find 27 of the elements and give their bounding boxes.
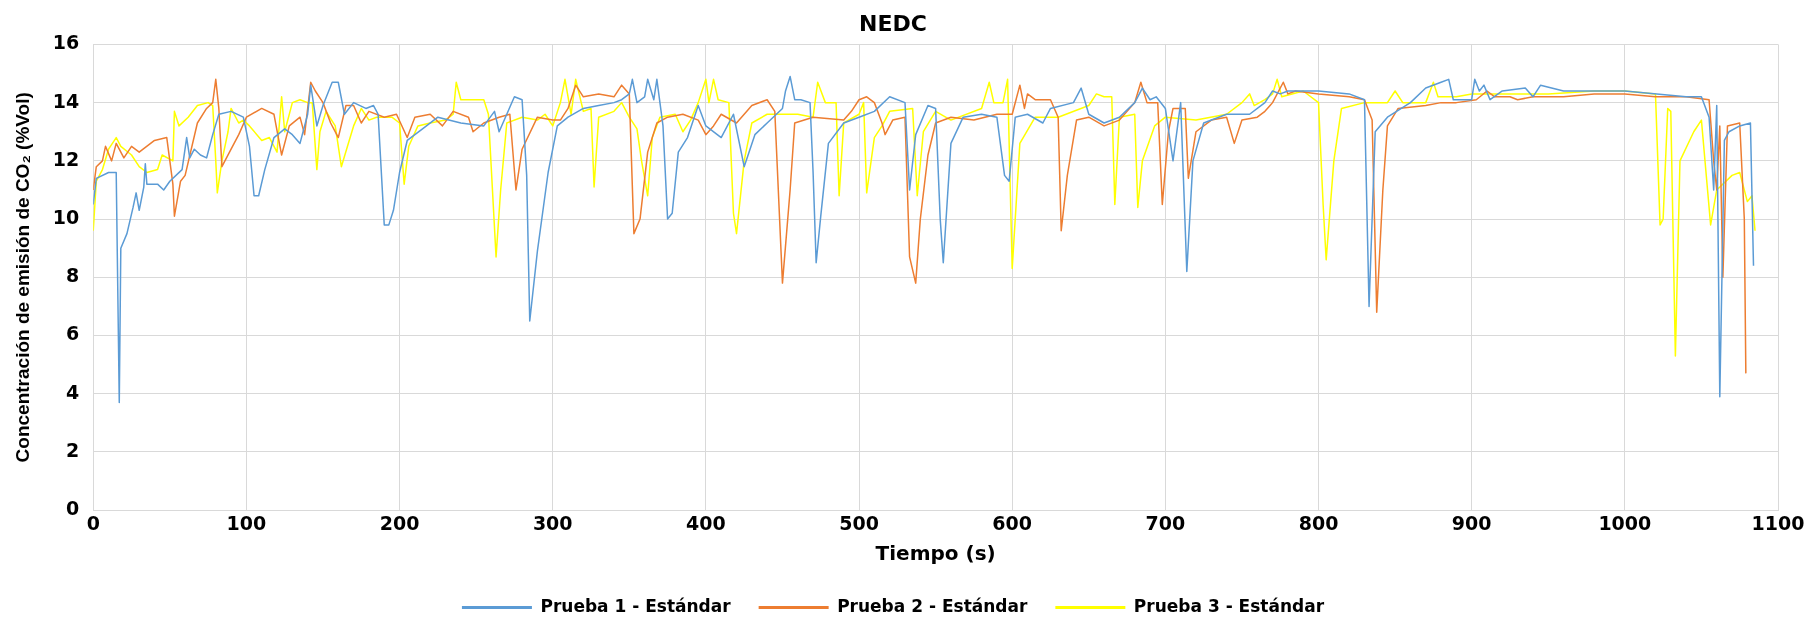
x-tick-label: 700 [1145,511,1186,534]
x-tick-label: 300 [532,511,573,534]
chart-title: NEDC [859,10,927,36]
y-tick-label: 2 [66,438,80,461]
x-tick-label: 100 [226,511,267,534]
y-axis-title: Concentración de emisión de CO₂ (%Vol) [11,92,33,463]
x-tick-label: 500 [839,511,879,534]
legend-label: Prueba 2 - Estándar [837,595,1028,616]
y-tick-label: 0 [66,497,80,520]
y-tick-label: 14 [52,89,80,112]
x-tick-label: 600 [992,511,1033,534]
x-tick-label: 0 [86,511,100,534]
x-axis-title: Tiempo (s) [875,541,996,566]
y-tick-label: 16 [52,31,80,54]
x-tick-label: 200 [379,511,420,534]
x-tick-label: 800 [1298,511,1339,534]
y-tick-label: 12 [52,147,80,170]
y-tick-label: 4 [66,380,80,403]
legend-label: Prueba 1 - Estándar [540,595,732,616]
x-tick-label: 400 [686,511,726,534]
y-tick-label: 8 [66,264,80,287]
x-tick-label: 900 [1451,511,1492,534]
x-tick-label: 1000 [1598,511,1652,534]
legend-label: Prueba 3 - Estándar [1133,595,1325,616]
x-tick-label: 1100 [1751,511,1805,534]
y-tick-label: 6 [66,322,80,345]
y-tick-label: 10 [52,206,80,229]
